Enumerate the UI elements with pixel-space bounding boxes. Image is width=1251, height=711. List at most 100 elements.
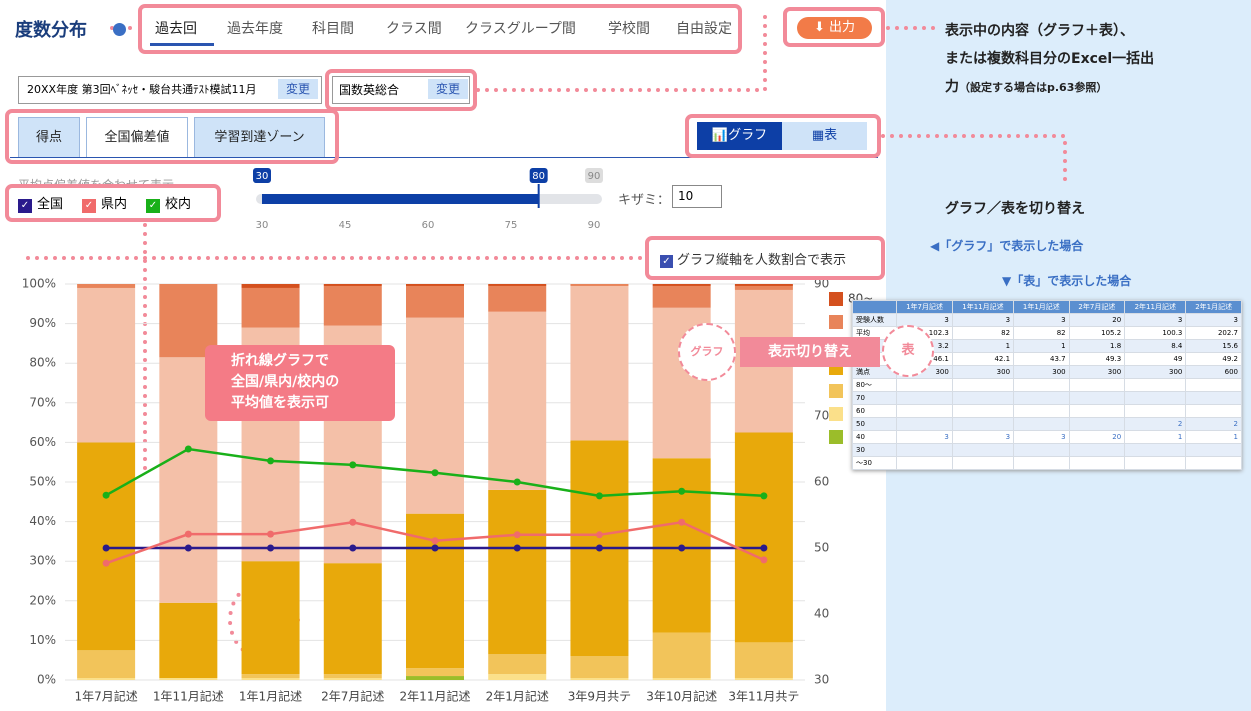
tab[interactable]: 自由設定 [676, 21, 732, 37]
bar-segment [488, 311, 547, 490]
subject-select[interactable]: 国数英総合 [332, 76, 470, 104]
table-cell [896, 417, 953, 431]
line-callout: 折れ線グラフで 全国/県内/校内の 平均値を表示可 [205, 345, 395, 421]
legend-swatch [829, 315, 843, 329]
table-cell: 100.3 [1124, 326, 1187, 340]
table-cell: 202.7 [1185, 326, 1242, 340]
table-toggle[interactable]: ▦表 [782, 122, 867, 150]
subtab[interactable]: 得点 [18, 117, 80, 157]
callout-line: 折れ線グラフで [231, 353, 329, 369]
table-cell [1013, 378, 1070, 392]
checkbox[interactable]: ✓ 県内 [82, 193, 127, 213]
table-cell [896, 456, 953, 470]
slider-value: 90 [588, 171, 601, 182]
line-point [595, 544, 603, 552]
row-label: 受験人数 [851, 313, 898, 327]
table-cell: 1 [1013, 339, 1070, 353]
exam-select[interactable]: 20XX年度 第3回ﾍﾞﾈｯｾ・駿台共通ﾃｽﾄ模試11月 [18, 76, 322, 104]
line-point [349, 461, 357, 469]
y-tick-label: 40% [29, 514, 56, 528]
step-label: キザミ： [618, 193, 671, 208]
table-cell: 3 [1185, 313, 1242, 327]
legend-swatch [829, 407, 843, 421]
table-cell [951, 378, 1015, 392]
bar-segment [488, 654, 547, 675]
export-button[interactable]: ⬇ 出力 [797, 17, 872, 39]
bar-segment [570, 678, 629, 680]
annotation: 表示中の内容（グラフ＋表）、 [945, 23, 1134, 39]
subject-label: 国数英総合 [339, 83, 400, 97]
table-cell [1185, 391, 1242, 405]
toggle-label: グラフ [728, 128, 768, 143]
slider-tick: 45 [339, 220, 352, 231]
bar-segment [323, 284, 382, 286]
subtab[interactable]: 学習到達ゾーン [194, 117, 325, 157]
tab-baseline [10, 157, 878, 158]
row-label: 40 [851, 430, 898, 444]
table-cell [1068, 456, 1126, 470]
y-tick-label: 60% [29, 435, 56, 449]
subtab[interactable]: 全国偏差値 [86, 117, 188, 157]
bar-segment [77, 284, 136, 288]
table-cell: 3 [1124, 313, 1187, 327]
table-row: 60 [851, 404, 1242, 418]
table-cell [1013, 443, 1070, 457]
checkbox[interactable]: ✓ 全国 [18, 193, 63, 213]
column-header: 1年7月記述 [896, 300, 953, 314]
check: ✓ [146, 199, 160, 213]
tab[interactable]: クラスグループ間 [465, 21, 576, 37]
y2-tick-label: 60 [814, 475, 829, 489]
bar-segment [77, 650, 136, 679]
line-point [267, 544, 275, 552]
line-point [102, 559, 110, 567]
y-tick-label: 80% [29, 356, 56, 370]
checkbox[interactable]: ✓ 校内 [146, 193, 191, 213]
table-cell [1124, 378, 1187, 392]
table-cell: 1 [951, 339, 1015, 353]
bar-segment [241, 284, 300, 288]
row-label: ～30 [851, 456, 898, 470]
table-cell: 20 [1068, 430, 1126, 444]
table-cell: 1.8 [1068, 339, 1126, 353]
slider-handle [253, 168, 271, 183]
bar-segment [734, 284, 793, 286]
tab[interactable]: 学校間 [608, 21, 650, 37]
table-cell [951, 456, 1015, 470]
table-cell: 3 [896, 430, 953, 444]
change-button[interactable]: 変更 [278, 79, 318, 99]
ratio-checkbox[interactable]: ✓ グラフ縦軸を人数割合で表示 [660, 249, 846, 268]
bar-segment [241, 561, 300, 675]
callout-line: 平均値を表示可 [231, 395, 329, 411]
help-icon[interactable] [113, 23, 126, 36]
tab[interactable]: クラス間 [386, 21, 442, 37]
bar-segment [323, 678, 382, 680]
switch-arrow: 表示切り替え [740, 337, 880, 367]
table-cell: 15.6 [1185, 339, 1242, 353]
x-tick-label: 3年11月共テ [728, 690, 799, 704]
y-tick-label: 20% [29, 593, 56, 607]
tab[interactable]: 過去回 [155, 21, 197, 37]
bar-segment [488, 489, 547, 655]
column-header: 2年7月記述 [1068, 300, 1126, 314]
x-tick-label: 1年1月記述 [239, 689, 302, 704]
graph-toggle[interactable]: 📊グラフ [697, 122, 782, 150]
step-input[interactable]: 10 [672, 185, 722, 208]
change-button[interactable]: 変更 [428, 79, 468, 99]
table-cell: 82 [951, 326, 1015, 340]
y-tick-label: 0% [37, 673, 56, 687]
table-cell: 82 [1013, 326, 1070, 340]
table-cell: 2 [1185, 417, 1242, 431]
line-point [184, 544, 192, 552]
table-cell: 105.2 [1068, 326, 1126, 340]
table-cell: 600 [1185, 365, 1242, 379]
tab[interactable]: 科目間 [312, 21, 354, 37]
tab[interactable]: 過去年度 [227, 21, 283, 37]
callout-lines [18, 8, 1067, 474]
x-tick-label: 3年10月記述 [646, 689, 717, 704]
bar-segment [77, 287, 136, 443]
x-tick-label: 3年9月共テ [568, 690, 631, 704]
line-point [678, 518, 686, 526]
exam-label: 20XX年度 第3回ﾍﾞﾈｯｾ・駿台共通ﾃｽﾄ模試11月 [27, 83, 257, 96]
dots [476, 8, 767, 92]
table-cell: 3 [951, 430, 1015, 444]
